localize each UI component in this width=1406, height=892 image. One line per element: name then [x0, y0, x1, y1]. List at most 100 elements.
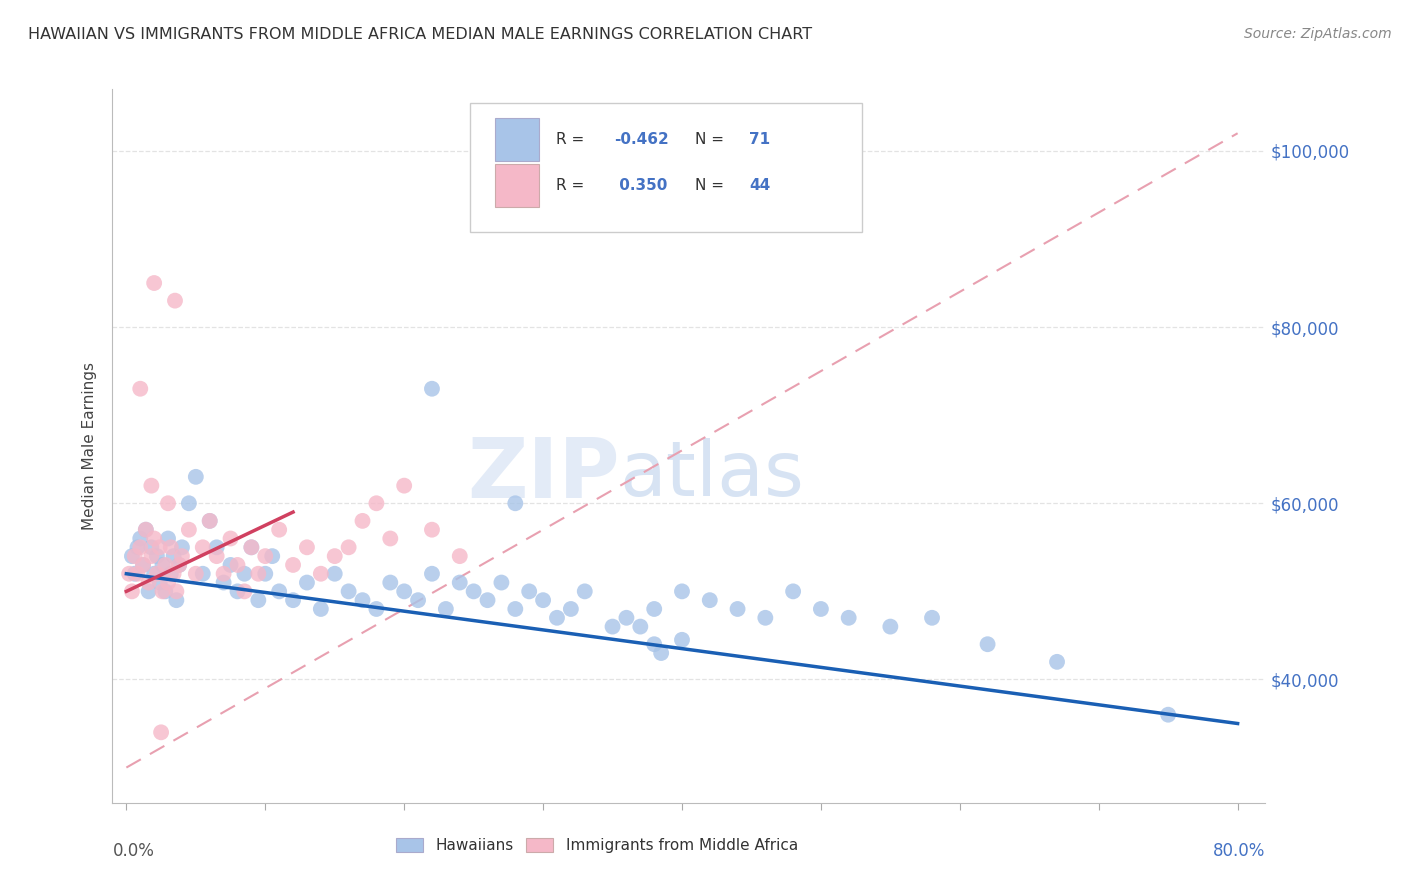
Point: [323, 549, 346, 563]
Text: N =: N =: [695, 178, 728, 193]
Point: [163, 293, 186, 308]
Point: [118, 566, 141, 581]
Point: [449, 575, 471, 590]
Point: [449, 549, 471, 563]
Point: [129, 532, 152, 546]
Legend: Hawaiians, Immigrants from Middle Africa: Hawaiians, Immigrants from Middle Africa: [389, 832, 804, 859]
Point: [240, 541, 263, 555]
Point: [531, 593, 554, 607]
Point: [157, 575, 180, 590]
Point: [616, 611, 638, 625]
Point: [560, 602, 582, 616]
Point: [366, 496, 388, 510]
Point: [517, 584, 540, 599]
Point: [135, 523, 157, 537]
Point: [129, 541, 152, 555]
Point: [477, 593, 499, 607]
Point: [157, 496, 180, 510]
Point: [671, 584, 693, 599]
Point: [124, 566, 146, 581]
Text: 80.0%: 80.0%: [1213, 842, 1265, 860]
Point: [143, 532, 166, 546]
Point: [643, 602, 665, 616]
Point: [810, 602, 832, 616]
Point: [129, 382, 152, 396]
Point: [157, 532, 180, 546]
FancyBboxPatch shape: [470, 103, 862, 232]
Point: [269, 523, 291, 537]
Point: [170, 549, 193, 563]
Point: [149, 575, 172, 590]
Point: [262, 549, 284, 563]
Point: [198, 514, 221, 528]
Point: [491, 575, 513, 590]
Point: [309, 602, 332, 616]
Point: [170, 541, 193, 555]
Point: [628, 619, 651, 633]
Point: [233, 566, 256, 581]
Point: [191, 541, 214, 555]
Point: [366, 602, 388, 616]
Point: [198, 514, 221, 528]
Bar: [495, 118, 538, 161]
Point: [254, 566, 277, 581]
Point: [152, 558, 174, 572]
Text: N =: N =: [695, 132, 728, 146]
Point: [141, 541, 163, 555]
Point: [184, 566, 207, 581]
Point: [281, 593, 304, 607]
Point: [233, 584, 256, 599]
Point: [295, 575, 318, 590]
Point: [392, 478, 415, 492]
Point: [150, 725, 173, 739]
Point: [1046, 655, 1069, 669]
Point: [226, 584, 249, 599]
Point: [132, 558, 155, 572]
Point: [212, 575, 235, 590]
Point: [143, 566, 166, 581]
Point: [191, 566, 214, 581]
Y-axis label: Median Male Earnings: Median Male Earnings: [82, 362, 97, 530]
Text: HAWAIIAN VS IMMIGRANTS FROM MIDDLE AFRICA MEDIAN MALE EARNINGS CORRELATION CHART: HAWAIIAN VS IMMIGRANTS FROM MIDDLE AFRIC…: [28, 27, 813, 42]
Point: [309, 566, 332, 581]
Point: [254, 549, 277, 563]
Text: R =: R =: [557, 132, 589, 146]
Point: [149, 541, 172, 555]
Point: [121, 549, 143, 563]
Text: -0.462: -0.462: [614, 132, 669, 146]
Point: [155, 558, 177, 572]
Point: [838, 611, 860, 625]
Point: [141, 549, 163, 563]
Point: [212, 566, 235, 581]
Point: [219, 532, 242, 546]
Point: [205, 549, 228, 563]
Point: [127, 541, 149, 555]
Point: [505, 496, 527, 510]
Text: 0.0%: 0.0%: [112, 842, 155, 860]
Point: [352, 514, 374, 528]
Point: [380, 575, 402, 590]
Point: [165, 593, 187, 607]
Point: [146, 549, 169, 563]
Point: [671, 632, 693, 647]
Point: [546, 611, 568, 625]
Point: [219, 558, 242, 572]
Point: [143, 276, 166, 290]
Point: [323, 566, 346, 581]
Point: [295, 541, 318, 555]
Text: 71: 71: [749, 132, 770, 146]
Point: [177, 523, 200, 537]
Point: [177, 496, 200, 510]
Point: [162, 566, 184, 581]
Text: atlas: atlas: [620, 438, 804, 511]
Point: [420, 523, 443, 537]
Text: 0.350: 0.350: [614, 178, 668, 193]
Point: [165, 584, 187, 599]
Point: [463, 584, 485, 599]
Point: [699, 593, 721, 607]
Point: [127, 566, 149, 581]
Bar: [495, 164, 538, 207]
Point: [505, 602, 527, 616]
Point: [921, 611, 943, 625]
Point: [184, 470, 207, 484]
